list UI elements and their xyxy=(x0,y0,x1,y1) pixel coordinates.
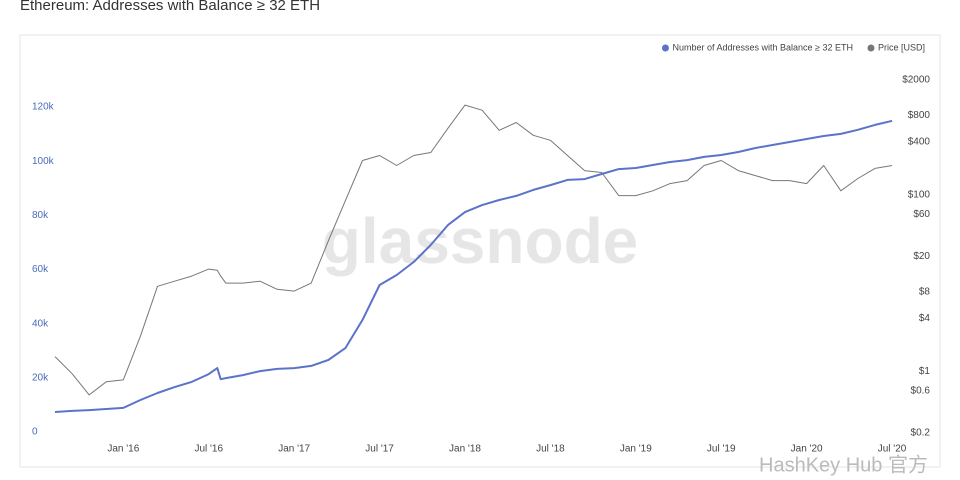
y-tick-label: 0 xyxy=(32,427,38,438)
x-tick-label: Jan '16 xyxy=(107,444,139,455)
x-tick-label: Jul '19 xyxy=(707,444,736,455)
x-tick-label: Jan '17 xyxy=(278,444,310,455)
credit: HashKey Hub 官方 xyxy=(759,453,928,476)
y-tick-label: 120k xyxy=(32,102,55,113)
y-tick-label: 40k xyxy=(32,318,49,329)
y2-tick-label: $0.6 xyxy=(911,386,931,397)
chart-panel xyxy=(19,34,941,468)
chart-title: Ethereum: Addresses with Balance ≥ 32 ET… xyxy=(20,0,320,14)
y2-tick-label: $400 xyxy=(908,136,931,147)
line xyxy=(54,119,893,413)
y2-tick-label: $2000 xyxy=(902,75,930,86)
line xyxy=(54,104,893,396)
x-tick-label: Jul '18 xyxy=(536,444,565,455)
legend-swatch xyxy=(661,44,669,52)
legend-label: Number of Addresses with Balance ≥ 32 ET… xyxy=(672,42,853,52)
y-tick-label: 100k xyxy=(32,156,55,167)
x-tick-label: Jan '18 xyxy=(449,444,481,455)
legend-swatch xyxy=(867,44,875,52)
y2-tick-label: $8 xyxy=(919,286,931,297)
x-tick-label: Jan '20 xyxy=(791,444,823,455)
y2-tick-label: $4 xyxy=(919,313,931,324)
y2-tick-label: $800 xyxy=(908,110,931,121)
y2-tick-label: $60 xyxy=(913,209,930,220)
y2-tick-label: $0.2 xyxy=(911,428,931,439)
y-tick-label: 20k xyxy=(32,372,49,383)
y-tick-label: 60k xyxy=(32,264,49,275)
legend-label: Price [USD] xyxy=(878,42,925,52)
x-tick-label: Jul '20 xyxy=(878,444,907,455)
y2-tick-label: $100 xyxy=(908,189,931,200)
watermark: glassnode xyxy=(322,205,639,277)
y2-tick-label: $20 xyxy=(913,251,930,262)
x-tick-label: Jul '17 xyxy=(365,444,394,455)
x-tick-label: Jan '19 xyxy=(620,444,652,455)
x-tick-label: Jul '16 xyxy=(194,444,223,455)
y-tick-label: 80k xyxy=(32,210,49,221)
y2-tick-label: $1 xyxy=(919,366,931,377)
